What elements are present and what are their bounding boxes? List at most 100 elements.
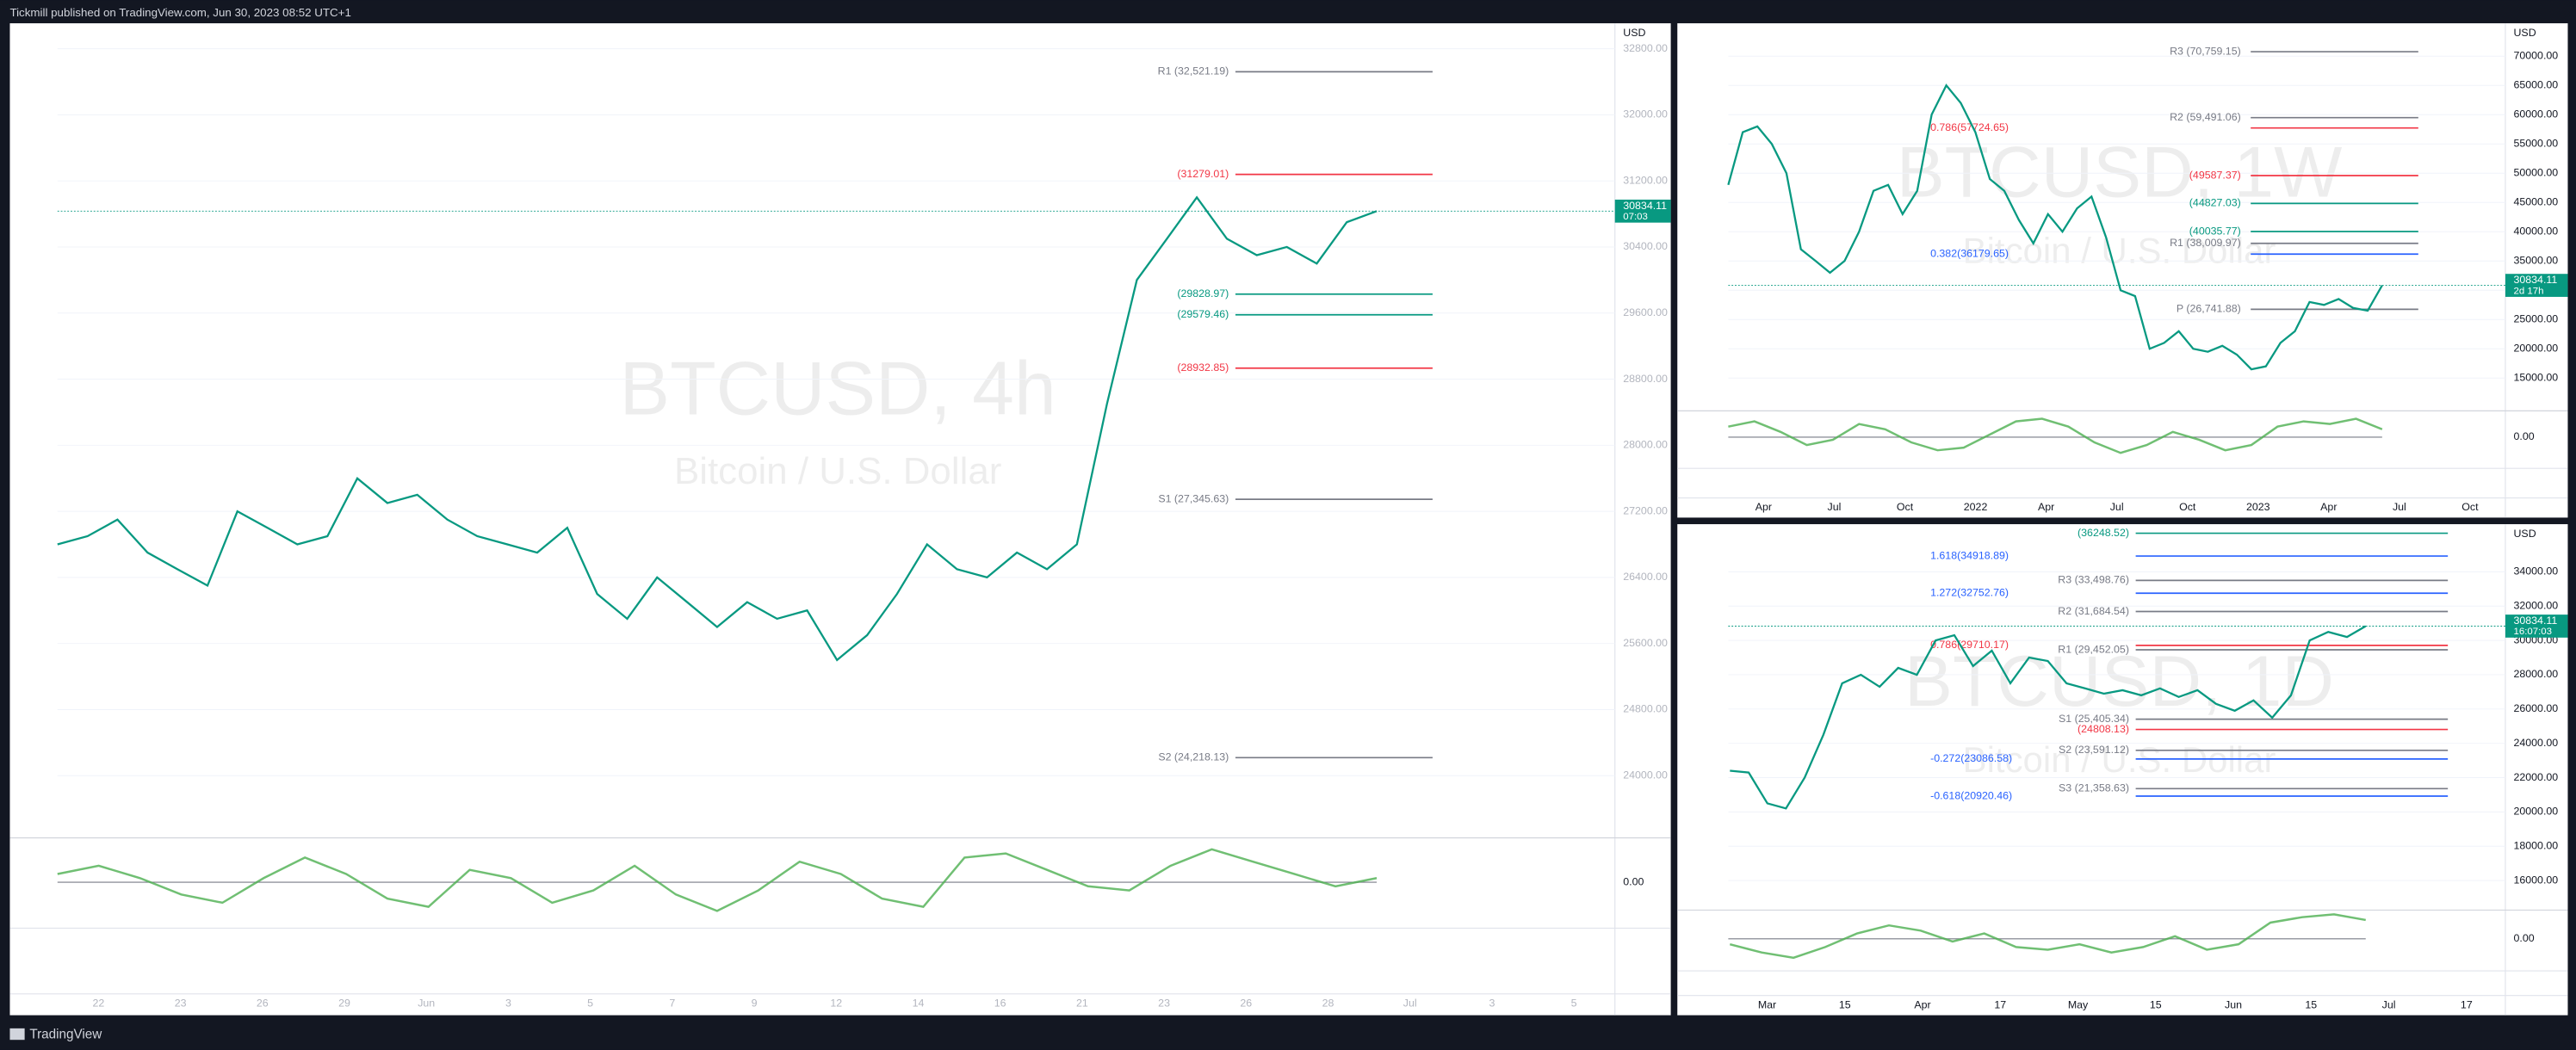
level-label: (40035.77) xyxy=(2189,225,2241,237)
x-tick-label: 5 xyxy=(587,998,593,1010)
level-label: (31279.01) xyxy=(1177,168,1229,180)
x-tick-label: 9 xyxy=(752,998,758,1010)
x-tick-label: Oct xyxy=(1897,501,1914,513)
y-tick-label: 18000.00 xyxy=(2513,840,2558,852)
x-tick-label: 14 xyxy=(913,998,925,1010)
x-tick-label: Oct xyxy=(2179,501,2196,513)
last-price-label: 30834.11 xyxy=(2513,274,2557,286)
x-tick-label: 7 xyxy=(669,998,675,1010)
y-tick-label: 31200.00 xyxy=(1623,174,1668,186)
y-tick-label: 60000.00 xyxy=(2513,108,2558,120)
level-label: R1 (29,452.05) xyxy=(2058,643,2129,655)
countdown: 16:07:03 xyxy=(2513,627,2552,637)
y-tick-label: 15000.00 xyxy=(2513,372,2558,384)
x-tick-label: 22 xyxy=(92,998,104,1010)
y-tick-label: 20000.00 xyxy=(2513,343,2558,355)
level-label: 1.272(32752.76) xyxy=(1930,587,2009,599)
x-tick-label: 28 xyxy=(1322,998,1334,1010)
y-tick-label: 40000.00 xyxy=(2513,225,2558,238)
last-price-tag xyxy=(2505,615,2568,638)
y-tick-label: 32800.00 xyxy=(1623,42,1668,54)
last-price-label: 30834.11 xyxy=(2513,615,2557,627)
level-label: 0.786(57724.65) xyxy=(1930,121,2009,133)
x-tick-label: 21 xyxy=(1076,998,1088,1010)
watermark-symbol: BTCUSD, 1W xyxy=(1897,132,2343,213)
level-label: 0.786(29710.17) xyxy=(1930,639,2009,651)
x-tick-label: May xyxy=(2068,998,2089,1010)
y-tick-label: 34000.00 xyxy=(2513,565,2558,578)
x-tick-label: Apr xyxy=(2320,501,2337,513)
level-label: (28932.85) xyxy=(1177,361,1229,374)
x-tick-label: 12 xyxy=(830,998,842,1010)
y-tick-label: 50000.00 xyxy=(2513,167,2558,179)
level-label: (44827.03) xyxy=(2189,197,2241,209)
y-tick-label: 28000.00 xyxy=(2513,668,2558,680)
x-tick-label: 17 xyxy=(2461,998,2473,1010)
x-tick-label: 26 xyxy=(1240,998,1252,1010)
x-tick-label: Mar xyxy=(1758,998,1776,1010)
level-label: 0.382(36179.65) xyxy=(1930,248,2009,260)
y-tick-label: 26000.00 xyxy=(2513,702,2558,714)
level-label: S2 (24,218.13) xyxy=(1158,751,1229,763)
level-label: (49587.37) xyxy=(2189,169,2241,181)
brand-logo xyxy=(9,1028,25,1041)
watermark-description: Bitcoin / U.S. Dollar xyxy=(1963,231,2276,271)
level-label: R1 (32,521.19) xyxy=(1158,65,1229,77)
x-tick-label: Jul xyxy=(2382,998,2396,1010)
x-tick-label: 29 xyxy=(338,998,350,1010)
level-label: 1.618(34918.89) xyxy=(1930,549,2009,561)
watermark-symbol: BTCUSD, 4h xyxy=(620,346,1056,430)
y-tick-label: 30400.00 xyxy=(1623,240,1668,252)
level-label: (29828.97) xyxy=(1177,287,1229,300)
publish-info: Tickmill published on TradingView.com, J… xyxy=(9,6,350,19)
y-tick-label: 28000.00 xyxy=(1623,439,1668,451)
x-tick-label: 17 xyxy=(1994,998,2006,1010)
y-tick-label: 22000.00 xyxy=(2513,771,2558,783)
level-label: R3 (70,759.15) xyxy=(2170,45,2241,57)
level-label: R2 (59,491.06) xyxy=(2170,111,2241,123)
oscillator-line xyxy=(1729,913,2366,960)
x-tick-label: 15 xyxy=(2150,998,2162,1010)
y-tick-label: 45000.00 xyxy=(2513,196,2558,208)
level-label: P (26,741.88) xyxy=(2177,303,2241,315)
x-tick-label: Apr xyxy=(1914,998,1930,1010)
x-tick-label: 15 xyxy=(1839,998,1851,1010)
chart-panel xyxy=(9,23,1671,1016)
x-tick-label: 3 xyxy=(1489,998,1495,1010)
level-label: (36248.52) xyxy=(2078,527,2129,539)
x-tick-label: Oct xyxy=(2461,501,2479,513)
osc-tick-label: 0.00 xyxy=(1623,875,1644,887)
y-tick-label: 25600.00 xyxy=(1623,637,1668,649)
x-tick-label: Jul xyxy=(2110,501,2124,513)
y-tick-label: 32000.00 xyxy=(2513,600,2558,612)
level-label: (24808.13) xyxy=(2078,723,2129,735)
y-tick-label: 65000.00 xyxy=(2513,79,2558,91)
x-tick-label: 15 xyxy=(2305,998,2317,1010)
x-tick-label: Jul xyxy=(1403,998,1417,1010)
price-line xyxy=(57,195,1378,662)
x-tick-label: Jun xyxy=(418,998,435,1010)
y-tick-label: 20000.00 xyxy=(2513,806,2558,818)
y-tick-label: 24000.00 xyxy=(1623,769,1668,781)
level-label: S1 (27,345.63) xyxy=(1158,492,1229,504)
x-tick-label: 16 xyxy=(994,998,1006,1010)
y-tick-label: 55000.00 xyxy=(2513,138,2558,150)
x-tick-label: Jul xyxy=(2393,501,2406,513)
currency-label: USD xyxy=(2513,27,2536,39)
level-label: S3 (21,358.63) xyxy=(2059,782,2129,794)
x-tick-label: 5 xyxy=(1571,998,1577,1010)
price-line xyxy=(1727,83,2383,371)
level-label: R3 (33,498.76) xyxy=(2058,574,2129,586)
price-line xyxy=(1730,625,2367,810)
y-tick-label: 26400.00 xyxy=(1623,571,1668,583)
y-tick-label: 25000.00 xyxy=(2513,313,2558,325)
level-label: S2 (23,591.12) xyxy=(2059,744,2129,756)
last-price-tag xyxy=(2505,274,2568,297)
x-tick-label: Apr xyxy=(1756,501,1772,513)
last-price-tag xyxy=(1614,199,1671,223)
level-label: -0.618(20920.46) xyxy=(1930,789,2012,801)
osc-tick-label: 0.00 xyxy=(2513,932,2534,944)
y-tick-label: 32000.00 xyxy=(1623,108,1668,120)
